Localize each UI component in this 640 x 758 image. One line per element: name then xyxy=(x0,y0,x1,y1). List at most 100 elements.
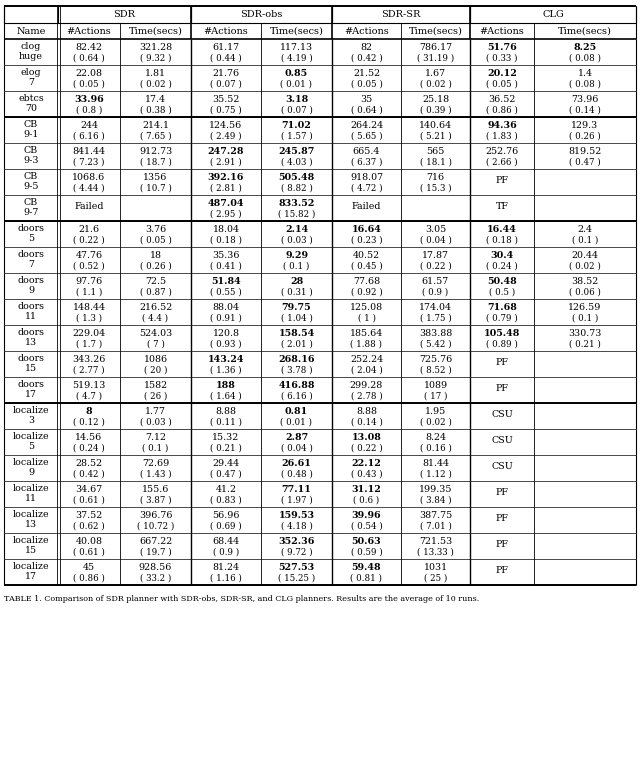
Text: 13: 13 xyxy=(25,520,37,529)
Text: 35.52: 35.52 xyxy=(212,95,240,104)
Text: ( 0.04 ): ( 0.04 ) xyxy=(280,443,312,453)
Text: 40.08: 40.08 xyxy=(76,537,102,546)
Text: localize: localize xyxy=(13,459,49,467)
Text: 35: 35 xyxy=(360,95,372,104)
Text: PF: PF xyxy=(495,514,509,523)
Text: ( 2.81 ): ( 2.81 ) xyxy=(210,183,242,193)
Text: #Actions: #Actions xyxy=(204,27,248,36)
Text: Time(secs): Time(secs) xyxy=(129,27,182,36)
Text: doors: doors xyxy=(17,250,45,259)
Text: 3.18: 3.18 xyxy=(285,95,308,104)
Text: 73.96: 73.96 xyxy=(572,95,598,104)
Text: ( 0.5 ): ( 0.5 ) xyxy=(489,287,515,296)
Text: 18.04: 18.04 xyxy=(212,225,239,234)
Text: 383.88: 383.88 xyxy=(419,329,452,338)
Text: ( 1 ): ( 1 ) xyxy=(358,314,376,322)
Text: ( 9.32 ): ( 9.32 ) xyxy=(140,54,172,62)
Text: ( 0.02 ): ( 0.02 ) xyxy=(140,80,172,89)
Text: ( 8.52 ): ( 8.52 ) xyxy=(420,365,451,374)
Text: 79.75: 79.75 xyxy=(282,303,311,312)
Text: ( 0.23 ): ( 0.23 ) xyxy=(351,236,382,245)
Text: ( 0.26 ): ( 0.26 ) xyxy=(140,262,172,271)
Text: 21.52: 21.52 xyxy=(353,69,380,78)
Text: 47.76: 47.76 xyxy=(76,251,102,260)
Text: 72.5: 72.5 xyxy=(145,277,166,286)
Text: ( 1.97 ): ( 1.97 ) xyxy=(280,496,312,505)
Text: ( 0.21 ): ( 0.21 ) xyxy=(210,443,242,453)
Text: ( 0.62 ): ( 0.62 ) xyxy=(73,522,105,531)
Text: 9: 9 xyxy=(28,468,34,478)
Text: PF: PF xyxy=(495,488,509,497)
Text: ( 0.05 ): ( 0.05 ) xyxy=(486,80,518,89)
Text: 416.88: 416.88 xyxy=(278,381,315,390)
Text: 252.24: 252.24 xyxy=(350,355,383,364)
Text: 21.76: 21.76 xyxy=(212,69,239,78)
Text: 268.16: 268.16 xyxy=(278,355,315,364)
Text: 505.48: 505.48 xyxy=(278,173,315,182)
Text: ( 7.65 ): ( 7.65 ) xyxy=(140,131,172,140)
Text: 786.17: 786.17 xyxy=(419,43,452,52)
Text: 117.13: 117.13 xyxy=(280,43,313,52)
Text: 125.08: 125.08 xyxy=(350,303,383,312)
Text: ( 0.93 ): ( 0.93 ) xyxy=(210,340,242,349)
Text: ( 0.54 ): ( 0.54 ) xyxy=(351,522,382,531)
Text: ( 0.42 ): ( 0.42 ) xyxy=(351,54,382,62)
Text: ( 0.59 ): ( 0.59 ) xyxy=(351,547,382,556)
Text: 16.44: 16.44 xyxy=(487,225,517,234)
Text: doors: doors xyxy=(17,277,45,285)
Text: ( 1.04 ): ( 1.04 ) xyxy=(280,314,312,322)
Text: 487.04: 487.04 xyxy=(208,199,244,208)
Text: 39.96: 39.96 xyxy=(352,511,381,520)
Text: 252.76: 252.76 xyxy=(485,147,518,156)
Text: 82.42: 82.42 xyxy=(76,43,102,52)
Text: 9-7: 9-7 xyxy=(23,208,38,218)
Text: Time(secs): Time(secs) xyxy=(408,27,463,36)
Text: 155.6: 155.6 xyxy=(142,485,169,494)
Text: 70: 70 xyxy=(25,104,37,113)
Text: ( 6.37 ): ( 6.37 ) xyxy=(351,158,382,167)
Text: ( 31.19 ): ( 31.19 ) xyxy=(417,54,454,62)
Text: 9-5: 9-5 xyxy=(23,182,39,191)
Text: ( 2.66 ): ( 2.66 ) xyxy=(486,158,518,167)
Text: 81.44: 81.44 xyxy=(422,459,449,468)
Text: ( 0.69 ): ( 0.69 ) xyxy=(210,522,242,531)
Text: CSU: CSU xyxy=(491,410,513,419)
Text: ( 4.7 ): ( 4.7 ) xyxy=(76,391,102,400)
Text: 15: 15 xyxy=(25,547,37,555)
Text: 9: 9 xyxy=(28,287,34,295)
Text: doors: doors xyxy=(17,381,45,390)
Text: 51.84: 51.84 xyxy=(211,277,241,286)
Text: ( 1.83 ): ( 1.83 ) xyxy=(486,131,518,140)
Text: ( 0.44 ): ( 0.44 ) xyxy=(210,54,242,62)
Text: 20.44: 20.44 xyxy=(572,251,598,260)
Text: 5: 5 xyxy=(28,442,34,451)
Text: doors: doors xyxy=(17,354,45,363)
Text: 1.77: 1.77 xyxy=(145,407,166,416)
Text: 1582: 1582 xyxy=(143,381,168,390)
Text: clog: clog xyxy=(21,42,41,52)
Text: 17: 17 xyxy=(25,390,37,399)
Text: ( 0.55 ): ( 0.55 ) xyxy=(210,287,242,296)
Text: #Actions: #Actions xyxy=(67,27,111,36)
Text: 68.44: 68.44 xyxy=(212,537,239,546)
Text: 21.6: 21.6 xyxy=(79,225,100,234)
Text: ( 0.86 ): ( 0.86 ) xyxy=(73,574,105,582)
Text: ( 5.42 ): ( 5.42 ) xyxy=(420,340,451,349)
Text: CB: CB xyxy=(24,199,38,207)
Text: ( 0.03 ): ( 0.03 ) xyxy=(280,236,312,245)
Text: ( 0.33 ): ( 0.33 ) xyxy=(486,54,518,62)
Text: Time(secs): Time(secs) xyxy=(558,27,612,36)
Text: 912.73: 912.73 xyxy=(139,147,172,156)
Text: ( 15.25 ): ( 15.25 ) xyxy=(278,574,315,582)
Text: 725.76: 725.76 xyxy=(419,355,452,364)
Text: ( 0.05 ): ( 0.05 ) xyxy=(73,80,105,89)
Text: ( 1.16 ): ( 1.16 ) xyxy=(210,574,242,582)
Text: ( 4.44 ): ( 4.44 ) xyxy=(73,183,105,193)
Text: 2.14: 2.14 xyxy=(285,225,308,234)
Text: 1068.6: 1068.6 xyxy=(72,173,106,182)
Text: 247.28: 247.28 xyxy=(208,147,244,156)
Text: 22.12: 22.12 xyxy=(351,459,381,468)
Text: doors: doors xyxy=(17,224,45,233)
Text: 928.56: 928.56 xyxy=(139,563,172,572)
Text: ( 0.1 ): ( 0.1 ) xyxy=(142,443,169,453)
